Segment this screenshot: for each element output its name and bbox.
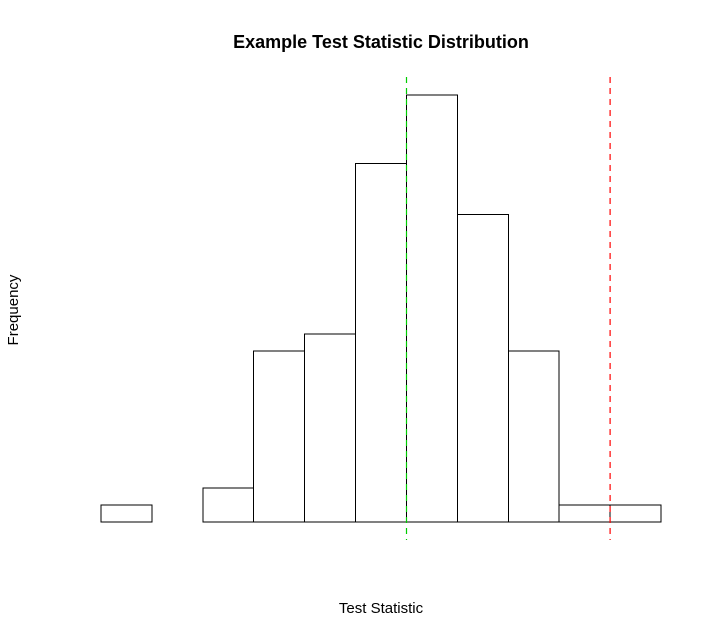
histogram-bar [609,504,662,523]
histogram-bar [304,333,357,523]
reference-lines [405,77,611,540]
histogram-bar [100,504,153,523]
histogram-bar [202,487,255,523]
chart-title: Example Test Statistic Distribution [233,32,529,52]
histogram-bar [456,214,509,523]
histogram-bars [100,94,662,523]
histogram-bar [253,350,306,523]
histogram-bar [406,94,458,523]
histogram-bar [558,504,611,523]
x-axis-label: Test Statistic [339,600,424,617]
histogram-bar [355,162,407,523]
histogram-bar [507,350,560,523]
y-axis-label: Frequency [5,274,22,345]
